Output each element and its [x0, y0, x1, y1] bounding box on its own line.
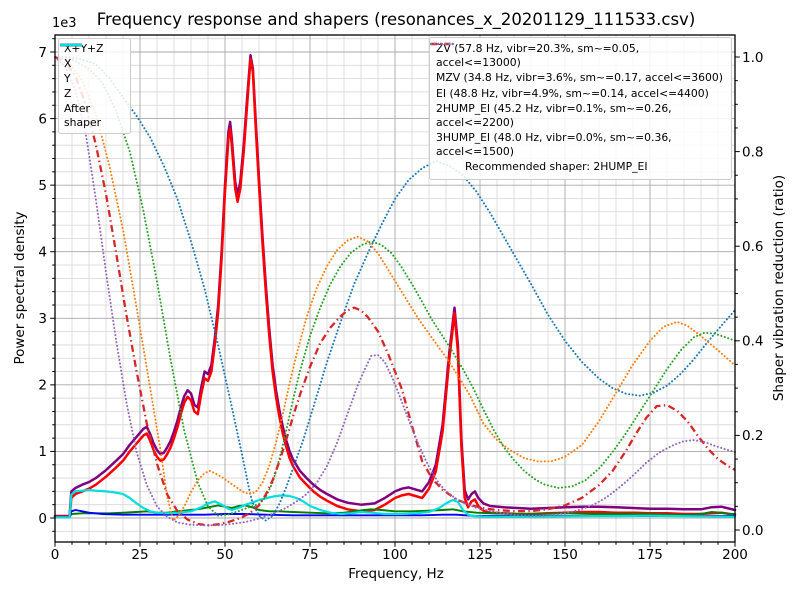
legend-label: After shaper [64, 102, 102, 130]
grid-minor [55, 35, 735, 542]
shaper-recommendation-row: Recommended shaper: 2HUMP_EI [436, 159, 725, 175]
shaper-legend-item-ei: EI (48.8 Hz, vibr=4.9%, sm~=0.14, accel<… [430, 42, 725, 102]
y-left-tick-label: 2 [38, 378, 47, 394]
y-left-tick-label: 3 [38, 311, 47, 327]
legend-label: 3HUMP_EI (48.0 Hz, vibr=0.0%, sm~=0.36, … [436, 130, 672, 158]
psd-legend-item-z: Z [60, 43, 125, 102]
shaper-legend-item-mzv: MZV (34.8 Hz, vibr=3.6%, sm~=0.17, accel… [430, 42, 725, 86]
legend-line-swatch [430, 42, 454, 46]
shaper-curve-ei [54, 56, 736, 517]
axis-ticks [50, 38, 740, 547]
legend-label: 2HUMP_EI (45.2 Hz, vibr=0.1%, sm~=0.26, … [436, 102, 672, 130]
y-left-tick-label: 6 [38, 111, 47, 127]
y-left-tick-label: 4 [38, 245, 47, 261]
x-tick-label: 100 [382, 547, 408, 563]
y-right-tick-label: 0.4 [742, 334, 763, 350]
y-left-scale-note: 1e3 [52, 16, 77, 31]
y-right-tick-label: 0.8 [742, 144, 763, 160]
y-left-tick-label: 5 [38, 178, 47, 194]
legend-label: EI (48.8 Hz, vibr=4.9%, sm~=0.14, accel<… [436, 87, 709, 101]
x-tick-label: 50 [216, 547, 233, 563]
y-right-tick-label: 0.0 [742, 523, 763, 539]
y-axis-label-left: Power spectral density [12, 211, 28, 365]
x-tick-label: 125 [467, 547, 493, 563]
x-axis-label: Frequency, Hz [348, 566, 444, 582]
x-tick-label: 200 [722, 547, 748, 563]
x-tick-label: 0 [51, 547, 60, 563]
x-tick-label: 175 [637, 547, 663, 563]
y-right-tick-label: 0.2 [742, 428, 763, 444]
y-right-tick-label: 1.0 [742, 50, 763, 66]
psd-legend-item-after-shaper: After shaper [60, 43, 125, 130]
legend-label: Y [64, 72, 71, 86]
y-left-tick-label: 7 [38, 45, 47, 61]
shaper-curves [54, 55, 736, 527]
shaper-legend-item-3hump-ei: 3HUMP_EI (48.0 Hz, vibr=0.0%, sm~=0.36, … [430, 42, 725, 159]
psd-curve-after-shaper [53, 488, 737, 519]
chart-title: Frequency response and shapers (resonanc… [96, 10, 696, 29]
legend-label: Z [64, 87, 72, 101]
legend-line-swatch [60, 43, 82, 47]
x-tick-label: 75 [301, 547, 318, 563]
shaper-curve-3hump_ei [54, 56, 736, 527]
shaper-legend-item-2hump-ei: 2HUMP_EI (45.2 Hz, vibr=0.1%, sm~=0.26, … [431, 42, 725, 130]
x-tick-label: 25 [131, 547, 148, 563]
legend-label: ZV (57.8 Hz, vibr=20.3%, sm~=0.05, accel… [436, 42, 640, 70]
tick-labels: 0 25 50 75 100 125 150 175 200 0 1 2 3 4 5 6 7 0.0 0.2 0.4 0… [38, 45, 763, 563]
shaper-legend-item-zv: ZV (57.8 Hz, vibr=20.3%, sm~=0.05, accel… [430, 42, 725, 70]
y-left-tick-label: 0 [38, 511, 47, 527]
legend-label: X [64, 57, 72, 71]
y-right-tick-label: 0.6 [742, 239, 763, 255]
shaper-curve-mzv [54, 56, 736, 522]
y-axis-label-right: Shaper vibration reduction (ratio) [771, 174, 787, 402]
y-left-tick-label: 1 [38, 444, 47, 460]
psd-legend: X+Y+Z X Y Z After shaper [58, 38, 131, 135]
psd-legend-item-y: Y [60, 43, 125, 87]
shaper-curve-zv [54, 56, 736, 522]
shaper-legend: ZV (57.8 Hz, vibr=20.3%, sm~=0.05, accel… [429, 37, 732, 180]
x-tick-label: 150 [552, 547, 578, 563]
legend-label: MZV (34.8 Hz, vibr=3.6%, sm~=0.17, accel… [436, 71, 723, 85]
shaper-recommendation: Recommended shaper: 2HUMP_EI [465, 159, 648, 173]
psd-legend-item-x: X [60, 43, 125, 72]
shaper-curve-2hump_ei [54, 55, 736, 527]
